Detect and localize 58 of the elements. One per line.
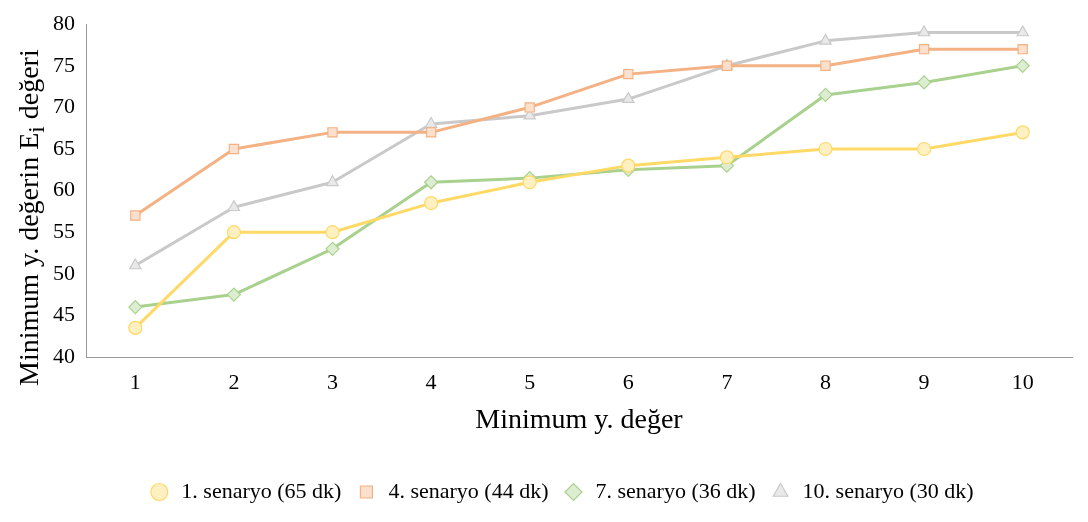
point — [1016, 25, 1029, 37]
x-tick-label: 8 — [820, 368, 831, 394]
x-tick-label: 2 — [228, 368, 240, 394]
x-tick-label: 1 — [129, 368, 141, 394]
point — [228, 143, 240, 155]
point — [818, 87, 833, 103]
point — [424, 116, 438, 128]
point — [325, 225, 340, 240]
point — [819, 33, 832, 45]
y-tick-label: 55 — [53, 217, 75, 243]
point — [918, 43, 930, 55]
legend-label: 10. senaryo (30 dk) — [802, 477, 974, 503]
point — [424, 195, 439, 211]
point — [325, 241, 340, 256]
x-tick-label: 10 — [1011, 368, 1034, 394]
y-tick-label: 75 — [53, 51, 75, 77]
point — [1015, 58, 1030, 73]
point — [522, 175, 537, 190]
point — [1017, 43, 1028, 55]
x-tick-label: 5 — [524, 368, 536, 394]
y-tick-label: 45 — [53, 301, 75, 327]
y-tick-label: 70 — [53, 93, 75, 119]
x-tick-label: 7 — [721, 368, 733, 394]
point — [818, 141, 833, 157]
x-tick-label: 3 — [327, 368, 338, 394]
x-tick-label: 4 — [425, 368, 437, 394]
point — [917, 75, 932, 90]
point — [226, 225, 241, 240]
point — [917, 141, 932, 157]
point — [128, 299, 143, 315]
point — [129, 258, 142, 270]
y-tick-label: 60 — [53, 176, 75, 202]
legend-label: 7. senaryo (36 dk) — [595, 477, 756, 503]
point — [1015, 125, 1030, 140]
y-tick-label: 50 — [53, 259, 75, 285]
y-tick-label: 65 — [53, 134, 75, 160]
y-tick-label: 40 — [53, 342, 75, 368]
point — [227, 200, 241, 212]
point — [327, 127, 338, 138]
point — [917, 25, 931, 37]
x-tick-label: 9 — [918, 368, 930, 394]
point — [130, 210, 141, 221]
point — [226, 287, 241, 302]
point — [524, 102, 535, 113]
x-tick-label: 6 — [622, 368, 634, 394]
point — [719, 150, 734, 165]
point — [424, 175, 439, 190]
point — [326, 175, 339, 187]
point — [621, 158, 636, 173]
point — [623, 68, 634, 80]
point — [820, 60, 831, 71]
point — [128, 320, 143, 335]
point — [622, 91, 635, 103]
y-tick-label: 80 — [53, 9, 75, 35]
legend-label: 4. senaryo (44 dk) — [388, 477, 549, 503]
legend-label: 1. senaryo (65 dk) — [181, 477, 342, 503]
point — [425, 127, 437, 138]
x-axis-title: Minimum y. değer — [475, 402, 684, 434]
